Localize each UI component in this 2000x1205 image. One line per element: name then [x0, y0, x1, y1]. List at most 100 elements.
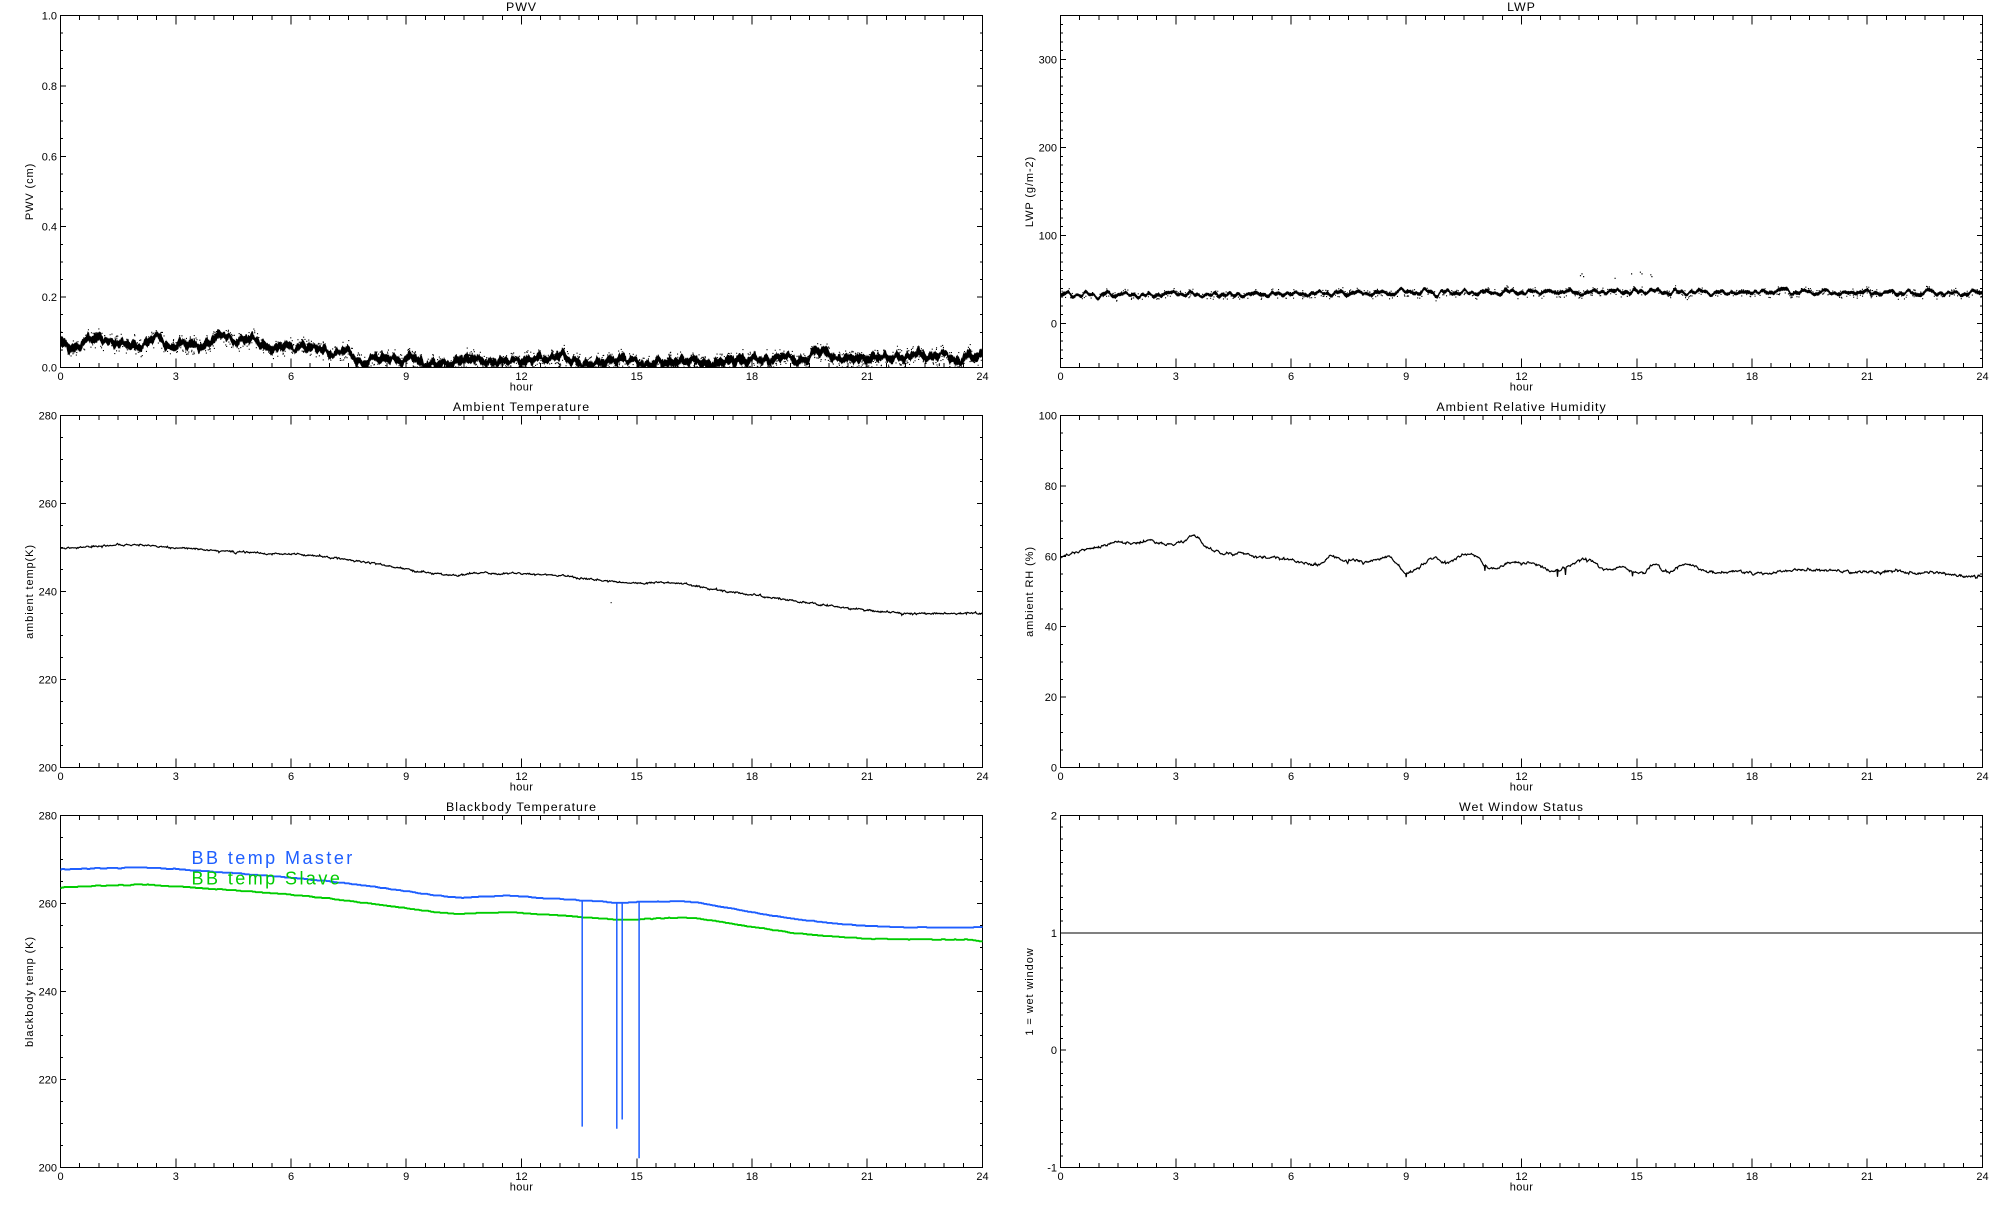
svg-text:24: 24: [976, 771, 988, 783]
svg-text:60: 60: [1045, 551, 1057, 563]
svg-text:280: 280: [39, 411, 57, 423]
svg-text:100: 100: [1039, 411, 1057, 423]
svg-text:300: 300: [1039, 55, 1057, 67]
svg-text:6: 6: [288, 371, 294, 383]
svg-text:LWP (g/m-2): LWP (g/m-2): [1024, 156, 1036, 227]
svg-text:24: 24: [1976, 771, 1988, 783]
svg-text:ambient temp(K): ambient temp(K): [24, 544, 36, 639]
svg-text:blackbody temp (K): blackbody temp (K): [24, 936, 36, 1047]
svg-text:100: 100: [1039, 231, 1057, 243]
svg-text:9: 9: [1403, 1171, 1409, 1183]
svg-text:hour: hour: [510, 1182, 534, 1194]
svg-text:21: 21: [1861, 771, 1873, 783]
svg-text:0: 0: [57, 1171, 63, 1183]
svg-text:12: 12: [515, 371, 527, 383]
svg-text:ambient RH (%): ambient RH (%): [1024, 546, 1036, 637]
svg-text:12: 12: [1515, 371, 1527, 383]
svg-text:200: 200: [39, 763, 57, 775]
svg-text:3: 3: [173, 1171, 179, 1183]
svg-text:260: 260: [39, 899, 57, 911]
svg-text:12: 12: [515, 771, 527, 783]
svg-text:6: 6: [1288, 1171, 1294, 1183]
svg-text:15: 15: [1631, 371, 1643, 383]
svg-text:200: 200: [1039, 143, 1057, 155]
svg-text:9: 9: [1403, 371, 1409, 383]
svg-text:-1: -1: [1047, 1163, 1057, 1175]
svg-text:15: 15: [631, 1171, 643, 1183]
svg-text:24: 24: [1976, 371, 1988, 383]
svg-text:3: 3: [173, 371, 179, 383]
svg-text:0: 0: [1051, 763, 1057, 775]
svg-text:24: 24: [1976, 1171, 1988, 1183]
svg-text:6: 6: [288, 771, 294, 783]
svg-text:0.2: 0.2: [42, 292, 57, 304]
svg-text:hour: hour: [1510, 782, 1534, 794]
svg-text:12: 12: [1515, 1171, 1527, 1183]
svg-text:hour: hour: [510, 382, 534, 394]
svg-text:24: 24: [976, 371, 988, 383]
svg-text:0: 0: [1051, 1045, 1057, 1057]
svg-text:260: 260: [39, 499, 57, 511]
svg-text:Blackbody Temperature: Blackbody Temperature: [446, 800, 597, 814]
svg-text:21: 21: [1861, 1171, 1873, 1183]
svg-text:9: 9: [403, 1171, 409, 1183]
svg-text:1 = wet window: 1 = wet window: [1024, 947, 1036, 1035]
svg-text:220: 220: [39, 675, 57, 687]
svg-text:21: 21: [861, 371, 873, 383]
svg-text:0: 0: [1057, 771, 1063, 783]
svg-text:9: 9: [403, 771, 409, 783]
svg-text:12: 12: [1515, 771, 1527, 783]
svg-text:0: 0: [1057, 1171, 1063, 1183]
svg-text:BB temp Master: BB temp Master: [192, 848, 355, 868]
svg-text:1: 1: [1051, 928, 1057, 940]
svg-text:3: 3: [1173, 1171, 1179, 1183]
svg-text:21: 21: [1861, 371, 1873, 383]
svg-text:80: 80: [1045, 481, 1057, 493]
svg-text:280: 280: [39, 811, 57, 823]
svg-text:240: 240: [39, 587, 57, 599]
svg-text:20: 20: [1045, 692, 1057, 704]
svg-text:9: 9: [403, 371, 409, 383]
svg-text:LWP: LWP: [1507, 0, 1536, 14]
svg-text:1.0: 1.0: [42, 11, 57, 23]
svg-text:6: 6: [1288, 371, 1294, 383]
svg-text:0: 0: [57, 371, 63, 383]
svg-text:15: 15: [631, 371, 643, 383]
svg-text:18: 18: [746, 371, 758, 383]
svg-text:15: 15: [1631, 1171, 1643, 1183]
svg-text:0: 0: [57, 771, 63, 783]
svg-text:0: 0: [1051, 319, 1057, 331]
svg-text:24: 24: [976, 1171, 988, 1183]
svg-text:0.0: 0.0: [42, 363, 57, 375]
svg-text:hour: hour: [1510, 1182, 1534, 1194]
svg-text:BB temp Slave: BB temp Slave: [192, 869, 343, 889]
svg-text:2: 2: [1051, 811, 1057, 823]
svg-text:0.6: 0.6: [42, 151, 57, 163]
svg-text:12: 12: [515, 1171, 527, 1183]
svg-text:3: 3: [1173, 371, 1179, 383]
svg-text:9: 9: [1403, 771, 1409, 783]
svg-text:0.8: 0.8: [42, 81, 57, 93]
svg-text:hour: hour: [510, 782, 534, 794]
svg-text:hour: hour: [1510, 382, 1534, 394]
svg-text:18: 18: [1746, 371, 1758, 383]
svg-text:PWV (cm): PWV (cm): [24, 163, 36, 220]
svg-text:200: 200: [39, 1163, 57, 1175]
svg-text:15: 15: [1631, 771, 1643, 783]
svg-text:21: 21: [861, 1171, 873, 1183]
svg-text:6: 6: [1288, 771, 1294, 783]
svg-text:PWV: PWV: [506, 0, 537, 14]
svg-text:Ambient Temperature: Ambient Temperature: [453, 400, 590, 414]
svg-text:0: 0: [1057, 371, 1063, 383]
svg-text:18: 18: [1746, 771, 1758, 783]
svg-text:21: 21: [861, 771, 873, 783]
svg-text:Wet Window Status: Wet Window Status: [1459, 800, 1584, 814]
svg-text:18: 18: [746, 771, 758, 783]
svg-text:Ambient Relative Humidity: Ambient Relative Humidity: [1436, 400, 1606, 414]
svg-text:220: 220: [39, 1075, 57, 1087]
svg-text:240: 240: [39, 987, 57, 999]
svg-text:18: 18: [746, 1171, 758, 1183]
svg-text:3: 3: [173, 771, 179, 783]
svg-text:40: 40: [1045, 622, 1057, 634]
svg-text:3: 3: [1173, 771, 1179, 783]
